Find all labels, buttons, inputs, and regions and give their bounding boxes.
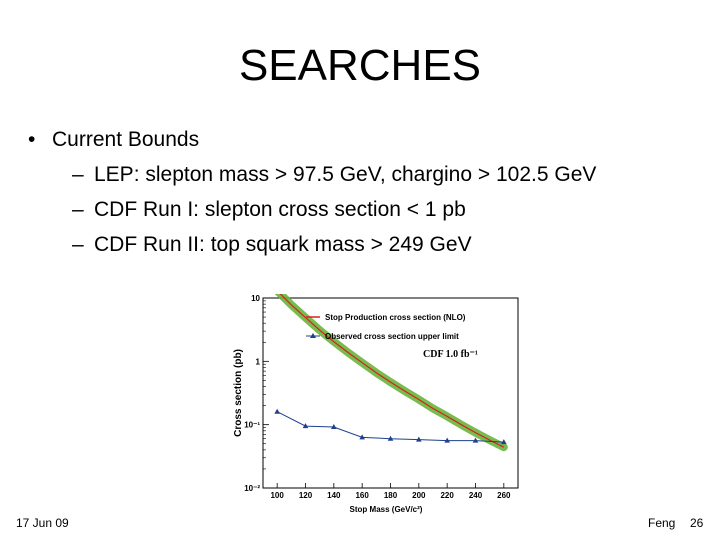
x-tick-label: 260 xyxy=(497,491,511,500)
y-axis-label: Cross section (pb) xyxy=(233,349,244,437)
y-tick-label: 10⁻² xyxy=(244,484,260,493)
footer-date: 17 Jun 09 xyxy=(16,516,69,530)
x-tick-label: 180 xyxy=(384,491,398,500)
cross-section-chart: 100 120 140 160 180 200 220 240 260 10 1 10⁻¹ 10⁻² S… xyxy=(233,294,519,514)
plot-frame xyxy=(262,297,519,489)
x-tick-label: 120 xyxy=(299,491,313,500)
footer-page-number: 26 xyxy=(690,516,704,530)
sub-item-cdf-run1: – CDF Run I: slepton cross section < 1 pb xyxy=(28,192,596,227)
series-lines xyxy=(274,294,507,448)
x-tick-label: 240 xyxy=(469,491,483,500)
x-tick-label: 160 xyxy=(355,491,369,500)
legend-marker-limit xyxy=(310,333,316,338)
x-axis-label: Stop Mass (GeV/c²) xyxy=(350,505,423,514)
sub-item-text: CDF Run II: top squark mass > 249 GeV xyxy=(94,233,472,256)
observed-limit-point xyxy=(387,435,394,441)
sub-item-lep: – LEP: slepton mass > 97.5 GeV, chargino … xyxy=(28,157,596,192)
bullet-list: • Current Bounds – LEP: slepton mass > 97.… xyxy=(28,122,596,262)
sub-item-cdf-run2: – CDF Run II: top squark mass > 249 GeV xyxy=(28,227,596,262)
bullet-marker: • xyxy=(28,128,36,151)
bullet-text: Current Bounds xyxy=(52,128,200,151)
dash-marker: – xyxy=(72,233,84,256)
observed-limit-point xyxy=(501,439,507,445)
nlo-cross-section-line xyxy=(279,294,505,448)
observed-limit-point xyxy=(331,423,337,429)
slide-title: SEARCHES xyxy=(238,41,482,90)
x-tick-label: 220 xyxy=(440,491,454,500)
sub-item-text: LEP: slepton mass > 97.5 GeV, chargino >… xyxy=(94,163,597,186)
footer-author: Feng xyxy=(648,516,676,530)
y-tick-label: 1 xyxy=(256,357,261,366)
dash-marker: – xyxy=(72,163,84,186)
bullet-item: • Current Bounds xyxy=(28,122,596,157)
x-tick-label: 140 xyxy=(327,491,341,500)
observed-limit-point xyxy=(274,408,280,414)
observed-limit-point xyxy=(472,437,479,443)
axis-ticks: 100 120 140 160 180 200 220 240 260 10 1 10⁻¹ 10⁻² xyxy=(244,294,511,500)
legend: Stop Production cross section (NLO) Obse… xyxy=(306,313,466,341)
x-tick-label: 100 xyxy=(270,491,284,500)
x-tick-label: 200 xyxy=(412,491,426,500)
y-tick-label: 10 xyxy=(251,294,260,303)
observed-limit-point xyxy=(302,423,309,429)
observed-limit-point xyxy=(359,434,365,440)
y-tick-label: 10⁻¹ xyxy=(244,421,260,430)
legend-label-nlo: Stop Production cross section (NLO) xyxy=(325,313,466,322)
legend-label-limit: Observed cross section upper limit xyxy=(325,332,459,341)
dash-marker: – xyxy=(72,198,84,221)
chart-annotation: CDF 1.0 fb⁻¹ xyxy=(423,349,478,360)
observed-limit-point xyxy=(416,436,422,442)
sub-item-text: CDF Run I: slepton cross section < 1 pb xyxy=(94,198,466,221)
observed-limit-point xyxy=(444,437,450,443)
